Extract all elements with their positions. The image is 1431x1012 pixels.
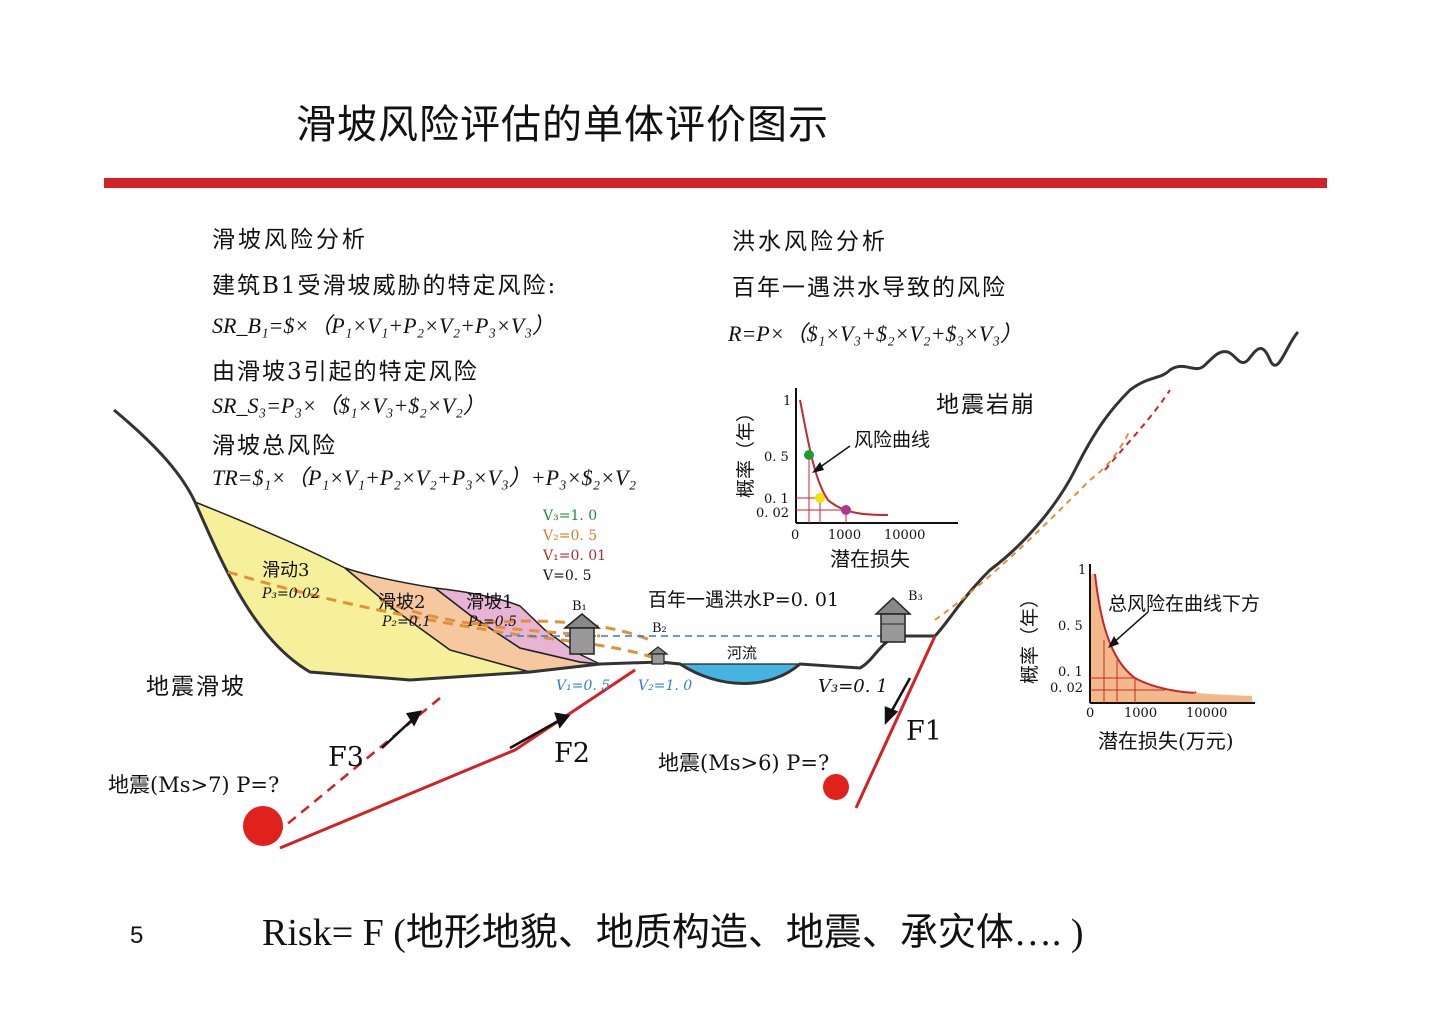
total-risk-xlabel: 潜在损失(万元) — [1098, 729, 1234, 753]
slip-surface-3 — [227, 570, 661, 662]
risk-y-tick-002: 0. 02 — [756, 506, 789, 521]
f3-motion-arrow — [381, 710, 423, 749]
risk-curve-annotation: 风险曲线 — [854, 429, 930, 451]
landslide-line-1: 建筑B1受滑坡威胁的特定风险: — [212, 273, 558, 299]
building-b1 — [562, 613, 602, 655]
v2-value: V₂=0. 5 — [542, 528, 597, 544]
f2-motion-arrow — [509, 712, 571, 750]
river-label: 河流 — [727, 644, 757, 662]
slide2-label: 滑坡2 — [378, 592, 425, 613]
v3-value: V₃=1. 0 — [542, 508, 597, 524]
flood-formula-1: R=P×（$₁×V₃+$₂×V₂+$₃×V₃） — [728, 321, 1023, 346]
flood-100-label: 百年一遇洪水P=0. 01 — [648, 589, 839, 611]
rockfall-path-red — [1104, 389, 1171, 471]
b1-vulnerability: V₁=0. 5 — [556, 678, 610, 694]
building-b3 — [874, 596, 912, 643]
total-y-tick-1: 1 — [1078, 563, 1086, 578]
risk-curve-line — [799, 399, 889, 516]
total-risk-ylabel: 概率（年） — [1019, 589, 1041, 684]
b3-vulnerability: V₃=0. 1 — [818, 676, 888, 697]
total-risk-chart — [1089, 564, 1255, 704]
landslide-line-3: 滑坡总风险 — [212, 433, 337, 459]
risk-y-tick-1: 1 — [783, 394, 791, 409]
total-x-tick-10000: 10000 — [1186, 706, 1227, 721]
slide1-label: 滑坡1 — [466, 592, 513, 613]
risk-function-formula: Risk= F (地形地貌、地质构造、地震、承灾体…. ) — [262, 912, 1084, 954]
risk-x-tick-10000: 10000 — [884, 528, 925, 543]
landslide-formula-2: SR_S₃=P₃×（$₁×V₃+$₂×V₂） — [212, 393, 485, 418]
total-x-tick-1000: 1000 — [1124, 706, 1157, 721]
eq-ms7-label: 地震(Ms>7) P=? — [108, 773, 279, 797]
epicenter-ms6 — [823, 774, 849, 800]
risk-y-tick-05: 0. 5 — [764, 450, 789, 465]
slide1-prob: P₁=0.5 — [467, 614, 517, 630]
fault-f1-label: F1 — [906, 716, 942, 747]
v-value: V=0. 5 — [542, 568, 592, 584]
slide3-label: 滑动3 — [262, 560, 309, 581]
fault-f2-label: F2 — [554, 738, 590, 769]
total-y-tick-05: 0. 5 — [1058, 619, 1083, 634]
fault-f2 — [279, 668, 636, 850]
total-x-tick-0: 0 — [1086, 706, 1094, 721]
landslide-heading: 滑坡风险分析 — [212, 227, 368, 253]
title-divider — [104, 178, 1327, 188]
fault-f1 — [854, 635, 937, 809]
risk-x-tick-1000: 1000 — [828, 528, 861, 543]
b2-label: B₂ — [652, 621, 667, 636]
slide2-prob: P₂=0.1 — [381, 614, 431, 630]
eq-ms6-label: 地震(Ms>6) P=? — [658, 751, 829, 775]
b1-label: B₁ — [572, 599, 587, 614]
landslide-line-2: 由滑坡3引起的特定风险 — [212, 359, 479, 385]
f1-motion-arrow — [884, 677, 912, 726]
risk-curve-ylabel: 概率（年） — [735, 403, 757, 498]
b2-vulnerability: V₂=1. 0 — [638, 678, 692, 694]
total-y-tick-002: 0. 02 — [1050, 681, 1083, 696]
page-number: 5 — [130, 922, 144, 949]
v1-value: V₁=0. 01 — [542, 548, 606, 564]
total-y-tick-01: 0. 1 — [1058, 665, 1083, 680]
terrain-profile — [113, 330, 1300, 685]
risk-y-tick-01: 0. 1 — [764, 492, 789, 507]
flood-line-1: 百年一遇洪水导致的风险 — [732, 275, 1007, 301]
page-title: 滑坡风险评估的单体评价图示 — [296, 102, 829, 148]
fault-f3-label: F3 — [328, 742, 364, 773]
risk-point-purple — [841, 505, 851, 515]
risk-point-yellow — [815, 493, 825, 503]
b3-label: B₃ — [908, 589, 923, 604]
rockfall-path-orange — [934, 429, 1131, 621]
total-risk-annotation: 总风险在曲线下方 — [1108, 593, 1260, 615]
eq-landslide-label: 地震滑坡 — [146, 674, 246, 700]
slide1-body — [432, 586, 601, 665]
slip-surface-1 — [469, 619, 651, 642]
flood-heading: 洪水风险分析 — [732, 229, 888, 255]
risk-curve-xlabel: 潜在损失 — [830, 547, 910, 571]
rock-collapse-label: 地震岩崩 — [936, 392, 1036, 418]
building-b2 — [647, 646, 669, 665]
slide3-prob: P₃=0.02 — [261, 586, 320, 602]
landslide-formula-1: SR_B₁=$×（P₁×V₁+P₂×V₂+P₃×V₃） — [212, 313, 554, 338]
landslide-formula-3: TR=$₁×（P₁×V₁+P₂×V₂+P₃×V₃）+P₃×$₂×V₂ — [212, 465, 637, 490]
epicenter-ms7 — [243, 806, 283, 846]
risk-point-green — [804, 450, 814, 460]
risk-x-tick-0: 0 — [791, 528, 799, 543]
risk-curve-chart — [795, 388, 958, 524]
